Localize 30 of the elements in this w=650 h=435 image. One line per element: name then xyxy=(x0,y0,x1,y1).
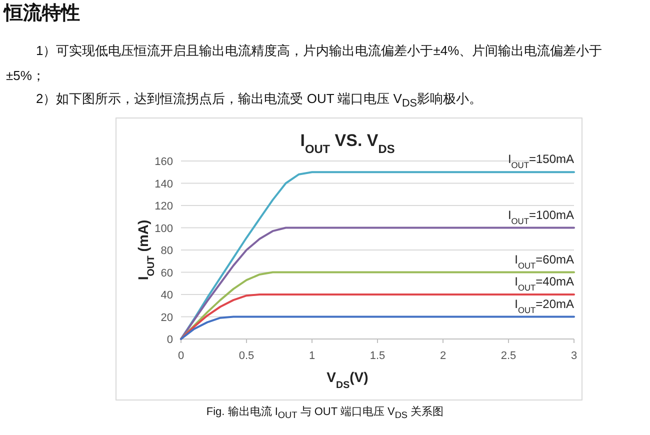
x-tick-label: 1 xyxy=(308,350,316,362)
y-tick-label: 160 xyxy=(154,156,173,168)
series-label: I$_{OUT}$=150mA xyxy=(508,152,574,170)
line-series xyxy=(180,316,575,340)
text: 恒流特性 xyxy=(4,2,80,26)
x-tick-label: 3 xyxy=(570,350,578,362)
text: 2）如下图所示，达到恒流拐点后，输出电流受 OUT 端口电压 V$_{DS}$影响极小。 xyxy=(36,90,482,112)
x-tick-label: 1.5 xyxy=(370,350,386,362)
y-tick-label: 60 xyxy=(160,267,173,280)
y-tick-label: 140 xyxy=(154,178,173,190)
y-tick-label: 100 xyxy=(154,222,173,235)
series-label: I$_{OUT}$=40mA xyxy=(514,274,574,292)
y-tick-label: 40 xyxy=(160,290,173,302)
y-tick-label: 80 xyxy=(160,245,173,257)
x-axis-title: V$_{DS}$(V) xyxy=(326,369,368,390)
x-tick-label: 0 xyxy=(178,350,184,362)
series-label: I$_{OUT}$=100mA xyxy=(508,208,574,226)
y-tick-label: 120 xyxy=(154,200,173,212)
y-tick-label: 20 xyxy=(160,312,173,324)
chart-title: I$_{OUT}$ VS. V$_{DS}$ xyxy=(300,131,395,156)
x-tick-label: 2 xyxy=(440,350,446,362)
series-label: I$_{OUT}$=20mA xyxy=(514,296,574,315)
line-series xyxy=(180,226,575,340)
text: 1）可实现低电压恒流开启且输出电流精度高，片内输出电流偏差小于±4%、片间输出电流偏差小于±5%； xyxy=(6,42,604,85)
x-tick-label: 0.5 xyxy=(238,350,254,362)
y-tick-label: 0 xyxy=(166,334,173,346)
text: Fig. 输出电流 I$_{OUT}$ 与 OUT 端口电压 V$_{DS}$ 关系图 xyxy=(205,404,445,420)
series-label: I$_{OUT}$=60mA xyxy=(514,252,574,270)
line-series xyxy=(180,294,575,340)
x-tick-label: 2.5 xyxy=(500,350,516,362)
